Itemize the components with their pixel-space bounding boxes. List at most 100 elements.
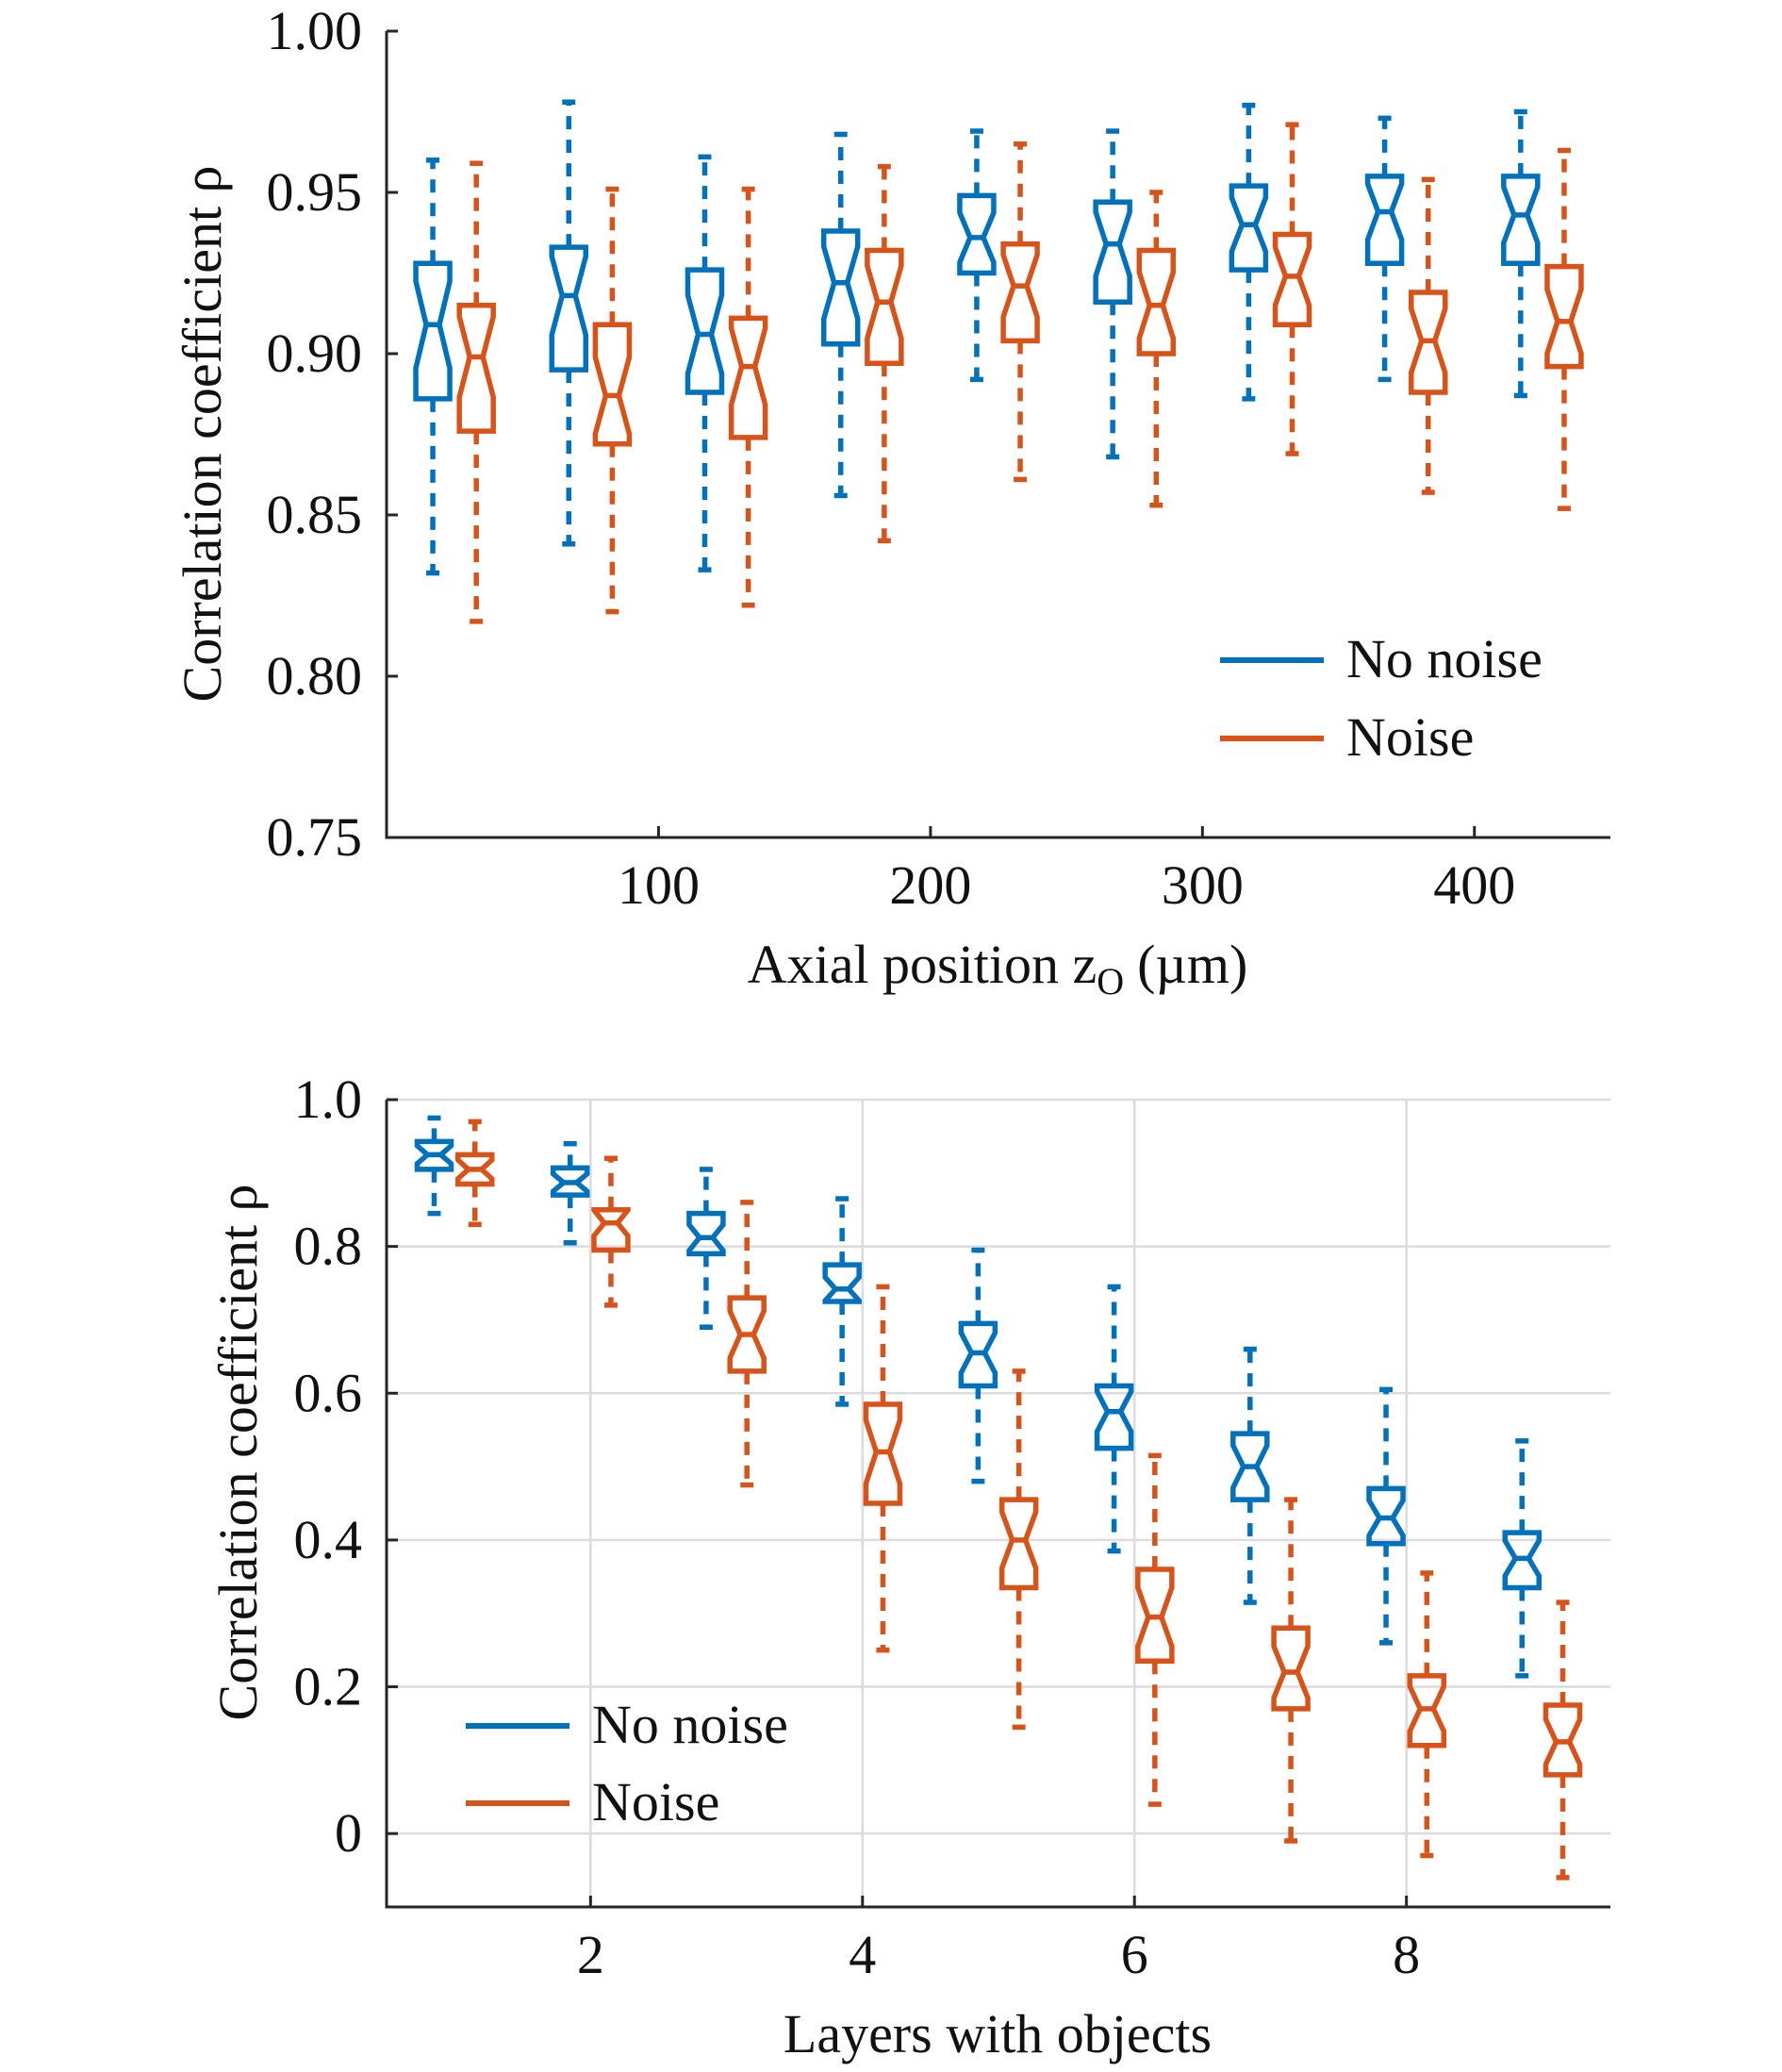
box-noise <box>863 1284 903 1653</box>
y-tick-label: 0.90 <box>267 323 363 384</box>
box-no-noise <box>413 157 453 576</box>
y-tick-label: 0.8 <box>294 1216 363 1277</box>
box-noise <box>1271 1497 1311 1844</box>
box-no-noise <box>686 1167 726 1330</box>
box-body <box>1543 1702 1583 1778</box>
box-body <box>1408 290 1448 395</box>
box-no-noise <box>957 128 997 383</box>
box-no-noise <box>1094 1284 1134 1554</box>
y-tick-label: 0 <box>335 1802 362 1864</box>
axis-frame-bottom <box>385 1100 1610 1909</box>
box-noise <box>865 163 904 544</box>
box-noise <box>1544 147 1584 511</box>
y-axis-label-top: Correlation coefficient ρ <box>172 166 233 703</box>
box-body <box>456 302 496 434</box>
box-body <box>958 1320 998 1389</box>
box-marks-top <box>413 99 1584 624</box>
box-noise <box>1407 1570 1447 1859</box>
x-axis-label-unit: (µm) <box>1137 934 1247 995</box>
y-tick-label: 0.75 <box>267 806 363 868</box>
box-noise <box>1408 176 1448 495</box>
box-no-noise <box>1093 128 1132 460</box>
box-no-noise <box>1230 1346 1270 1605</box>
ticks-bottom: 0 0.2 0.4 0.6 0.8 1.0 2 4 6 8 <box>294 1069 1421 1985</box>
x-tick-label: 8 <box>1393 1924 1420 1985</box>
box-body <box>1272 231 1312 327</box>
box-body <box>1407 1673 1447 1749</box>
box-no-noise <box>685 154 725 572</box>
chart-bottom: 0 0.2 0.4 0.6 0.8 1.0 2 4 6 8 Correlation coeffic… <box>207 1069 1610 2064</box>
box-body <box>591 1206 631 1253</box>
box-marks-bottom <box>414 1115 1583 1881</box>
gridlines-bottom <box>387 1098 1610 1907</box>
legend-label-no-noise-top: No noise <box>1346 628 1543 689</box>
x-tick-label: 6 <box>1121 1924 1148 1985</box>
box-body <box>550 1165 590 1198</box>
box-no-noise <box>1364 115 1405 383</box>
box-noise <box>1000 141 1040 483</box>
box-body <box>685 267 725 395</box>
box-noise <box>728 186 768 608</box>
ticks-top: 0.75 0.80 0.85 0.90 0.95 1.00 100 200 300 400 <box>267 0 1516 916</box>
x-tick-label: 300 <box>1162 854 1244 916</box>
x-tick-label: 4 <box>849 1924 876 1985</box>
box-body <box>454 1152 495 1187</box>
box-noise <box>1135 1452 1175 1807</box>
y-tick-label: 0.95 <box>267 161 363 223</box>
box-body <box>820 228 861 347</box>
box-body <box>863 1401 903 1506</box>
box-body <box>413 260 453 402</box>
y-tick-label: 1.00 <box>267 0 363 61</box>
legend-label-no-noise-bottom: No noise <box>592 1694 788 1755</box>
box-no-noise <box>822 1196 862 1407</box>
x-axis-label-bottom: Layers with objects <box>784 2003 1212 2064</box>
x-tick-label: 100 <box>618 854 700 916</box>
box-no-noise <box>414 1115 454 1217</box>
box-body <box>1544 263 1584 370</box>
box-body <box>865 247 904 367</box>
box-noise <box>456 160 496 624</box>
box-no-noise <box>958 1247 998 1484</box>
box-body <box>727 1295 767 1374</box>
box-body <box>1093 199 1132 306</box>
x-tick-label: 2 <box>577 1924 604 1985</box>
x-tick-label: 400 <box>1433 854 1515 916</box>
box-body <box>822 1262 862 1304</box>
box-no-noise <box>549 99 589 547</box>
box-noise <box>727 1200 767 1488</box>
y-tick-label: 0.4 <box>294 1509 363 1570</box>
box-body <box>1230 1431 1270 1502</box>
box-noise <box>592 186 633 615</box>
box-body <box>1364 174 1405 266</box>
box-noise <box>1136 190 1177 508</box>
box-noise <box>1543 1600 1583 1881</box>
box-no-noise <box>1501 108 1541 399</box>
legend-label-noise-top: Noise <box>1346 706 1474 768</box>
box-body <box>728 315 768 440</box>
box-body <box>1136 247 1177 356</box>
box-body <box>1000 240 1040 344</box>
chart-top: 0.75 0.80 0.85 0.90 0.95 1.00 100 200 300 400 Cor… <box>172 0 1610 1003</box>
box-body <box>1366 1485 1406 1547</box>
y-tick-label: 0.6 <box>294 1362 363 1423</box>
box-body <box>1502 1530 1543 1591</box>
box-body <box>549 244 589 373</box>
legend-label-noise-bottom: Noise <box>592 1771 719 1832</box>
box-no-noise <box>550 1140 590 1246</box>
box-noise <box>454 1119 495 1228</box>
legend-top: No noise Noise <box>1220 628 1543 768</box>
x-axis-label-top: Axial position zO (µm) <box>748 934 1248 1003</box>
x-axis-label-subscript: O <box>1097 960 1124 1003</box>
legend-bottom: No noise Noise <box>466 1694 788 1832</box>
box-body <box>686 1210 726 1257</box>
box-body <box>414 1138 454 1172</box>
box-body <box>1501 174 1541 266</box>
box-no-noise <box>1366 1386 1406 1646</box>
box-body <box>1271 1625 1311 1712</box>
box-noise <box>591 1155 631 1308</box>
box-body <box>998 1497 1039 1591</box>
box-body <box>1229 183 1269 273</box>
box-body <box>1094 1383 1134 1451</box>
box-noise <box>998 1368 1039 1731</box>
